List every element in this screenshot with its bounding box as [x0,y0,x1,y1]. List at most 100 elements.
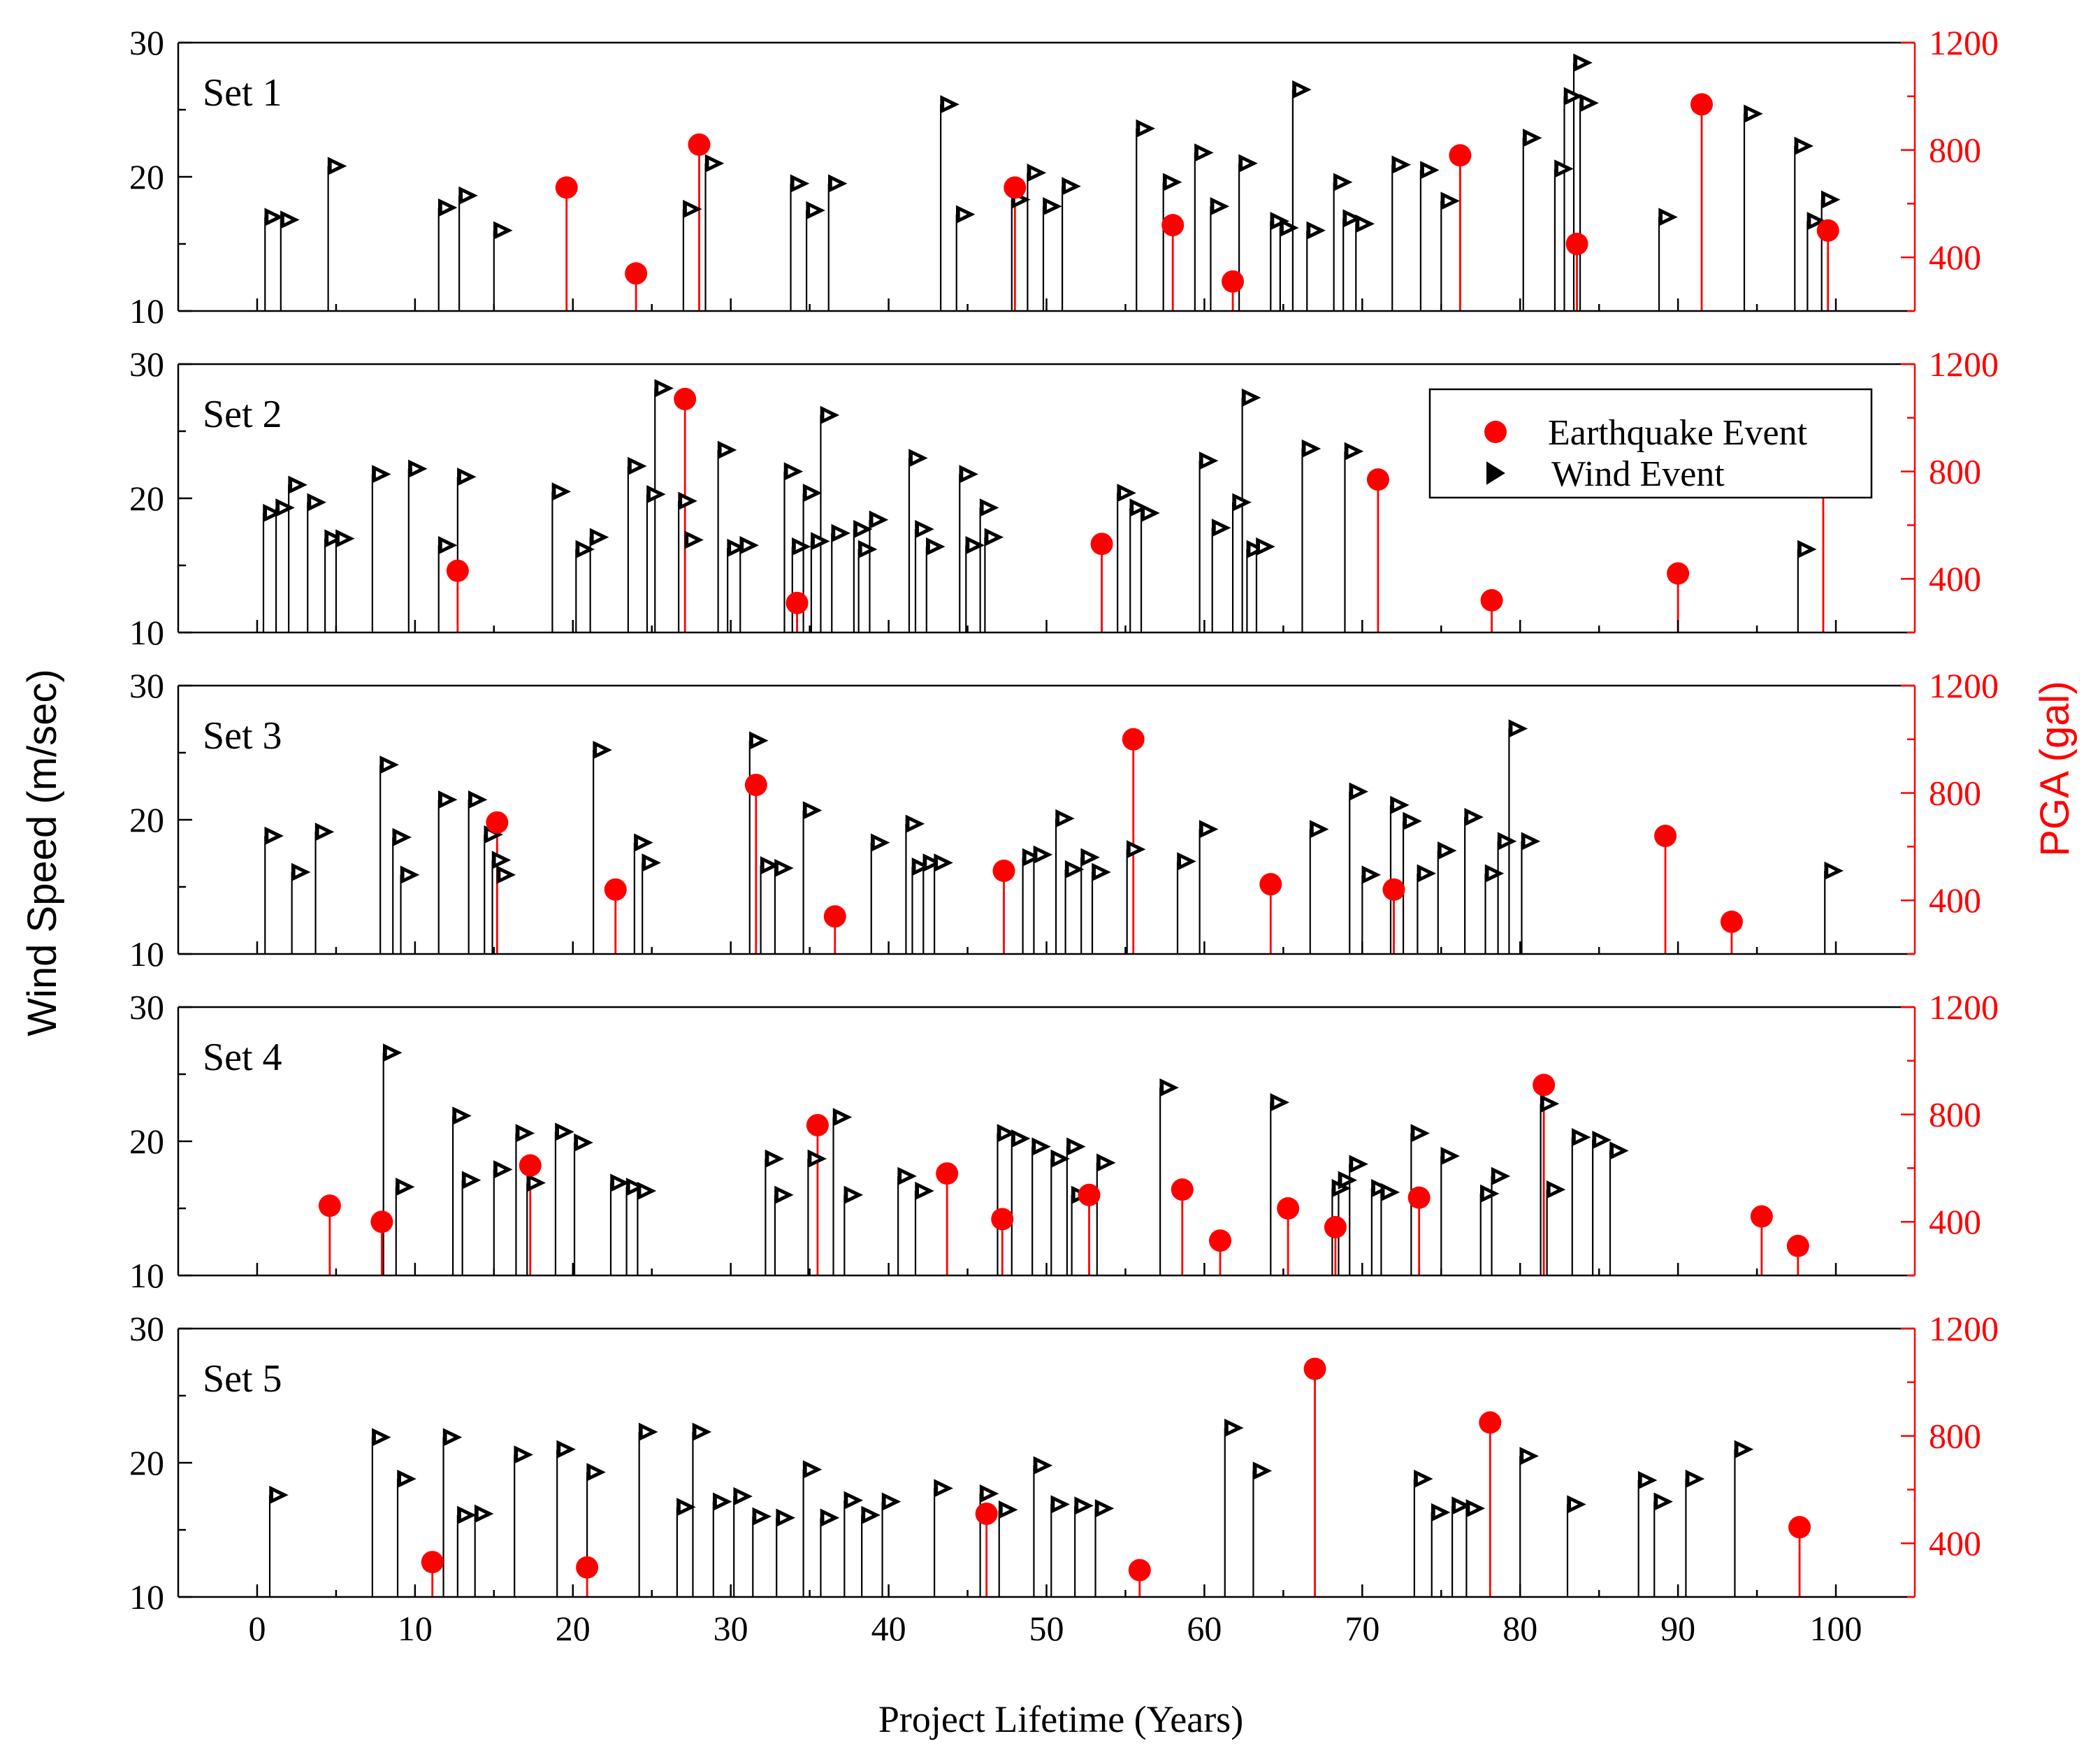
x-tick-label: 0 [248,1609,266,1648]
wind-marker-highlight [1811,217,1818,225]
wind-marker-highlight [848,1496,855,1504]
earthquake-marker [1449,144,1472,167]
wind-marker-highlight [696,1428,704,1436]
earthquake-marker [625,262,648,285]
wind-marker-highlight [1130,846,1138,853]
y-tick-label: 20 [129,1122,164,1161]
wind-marker-highlight [744,542,751,549]
panel-1: 10 20 30 400 800 1200 Set 1 [129,23,1999,331]
earthquake-marker [1128,1559,1151,1582]
wind-marker-highlight [497,226,505,234]
panel-title: Set 1 [203,71,282,115]
wind-marker-highlight [1470,1505,1477,1512]
wind-marker-highlight [273,1491,281,1499]
legend-box [1428,388,1873,499]
x-tick-label: 100 [1810,1609,1862,1648]
wind-marker-highlight [756,1512,764,1520]
wind-marker-highlight [1203,825,1210,833]
wind-marker-highlight [461,1511,468,1519]
panel-title: Set 5 [203,1357,282,1401]
wind-marker-highlight [1596,1136,1604,1144]
wind-marker-highlight [1046,203,1054,210]
wind-marker-highlight [1214,203,1222,210]
wind-marker-highlight [795,543,803,551]
wind-marker-highlight [472,796,479,804]
wind-marker-highlight [500,871,508,878]
wind-marker-highlight [1417,1475,1425,1483]
x-tick-label: 20 [556,1609,591,1648]
y2-tick-label: 400 [1929,559,1981,598]
wind-marker-highlight [1055,1155,1062,1162]
earthquake-marker [604,878,627,901]
wind-marker-highlight [1305,444,1313,452]
wind-marker-highlight [857,526,864,533]
y2-tick-label: 1200 [1929,23,1999,62]
wind-marker-highlight [983,504,991,512]
wind-marker-highlight [1512,725,1520,732]
earthquake-marker [1480,588,1503,612]
y2-tick-label: 800 [1929,1095,1981,1134]
wind-marker-highlight [1435,1509,1442,1517]
wind-marker-highlight [1100,1159,1108,1166]
wind-marker-highlight [328,535,336,542]
earthquake-marker [1090,533,1113,556]
wind-marker-highlight [1085,853,1092,861]
y-tick-label: 30 [129,666,164,705]
earthquake-marker [1277,1197,1300,1220]
y-tick-label: 10 [129,613,164,652]
wind-marker-highlight [1642,1476,1649,1484]
wind-marker-highlight [578,1138,586,1146]
wind-marker-highlight [1571,1501,1578,1508]
earthquake-marker [1366,468,1389,491]
y2-tick-label: 1200 [1929,988,1999,1027]
wind-marker-highlight [1059,815,1067,823]
wind-marker-highlight [814,537,822,545]
wind-marker-highlight [386,1049,394,1057]
wind-marker-highlight [1801,545,1809,553]
wind-marker-highlight [412,465,419,472]
y-tick-label: 10 [129,1577,164,1617]
panel-title: Set 2 [203,393,282,436]
wind-marker-highlight [963,470,971,478]
earthquake-marker [991,1208,1014,1231]
wind-marker-highlight [837,1113,844,1121]
wind-marker-highlight [764,862,772,869]
earthquake-marker [806,1113,829,1136]
x-tick-label: 90 [1660,1609,1695,1648]
wind-marker-highlight [731,544,739,552]
earthquake-marker [486,811,509,834]
wind-marker-highlight [1495,1172,1502,1180]
earthquake-marker [1303,1357,1326,1380]
wind-marker-highlight [688,536,696,544]
wind-marker-highlight [1296,86,1303,94]
wind-marker-highlight [1550,1186,1558,1194]
wind-marker-highlight [641,1187,649,1195]
wind-marker-highlight [915,863,923,871]
wind-marker-highlight [1069,866,1076,874]
earthquake-marker [674,387,697,410]
wind-marker-highlight [1283,224,1291,231]
wind-marker-highlight [769,1155,776,1162]
wind-marker-highlight [478,1510,486,1517]
wind-marker-highlight [1250,545,1258,553]
panel-2: 10 20 30 400 800 1200 Set 2 [129,345,1999,652]
wind-marker-highlight [1484,1190,1491,1197]
legend-wind-label: Wind Event [1551,454,1725,494]
wind-marker-highlight [929,543,937,551]
wind-marker-highlight [960,210,967,218]
wind-marker-highlight [1658,1498,1665,1505]
earthquake-marker [421,1551,444,1574]
wind-marker-highlight [1384,1188,1392,1196]
y2-tick-label: 800 [1929,131,1981,170]
wind-marker-highlight [530,1179,538,1187]
wind-marker-highlight [442,542,449,549]
legend-earthquake-label: Earthquake Event [1548,413,1808,453]
earthquake-marker [555,176,578,199]
x-tick-label: 60 [1187,1609,1222,1648]
wind-marker-highlight [519,1129,527,1137]
wind-marker-highlight [1748,110,1755,117]
wind-marker-highlight [1134,504,1141,512]
y-tick-label: 20 [129,1443,164,1482]
wind-marker-highlight [1066,182,1073,190]
wind-marker-highlight [778,865,785,872]
